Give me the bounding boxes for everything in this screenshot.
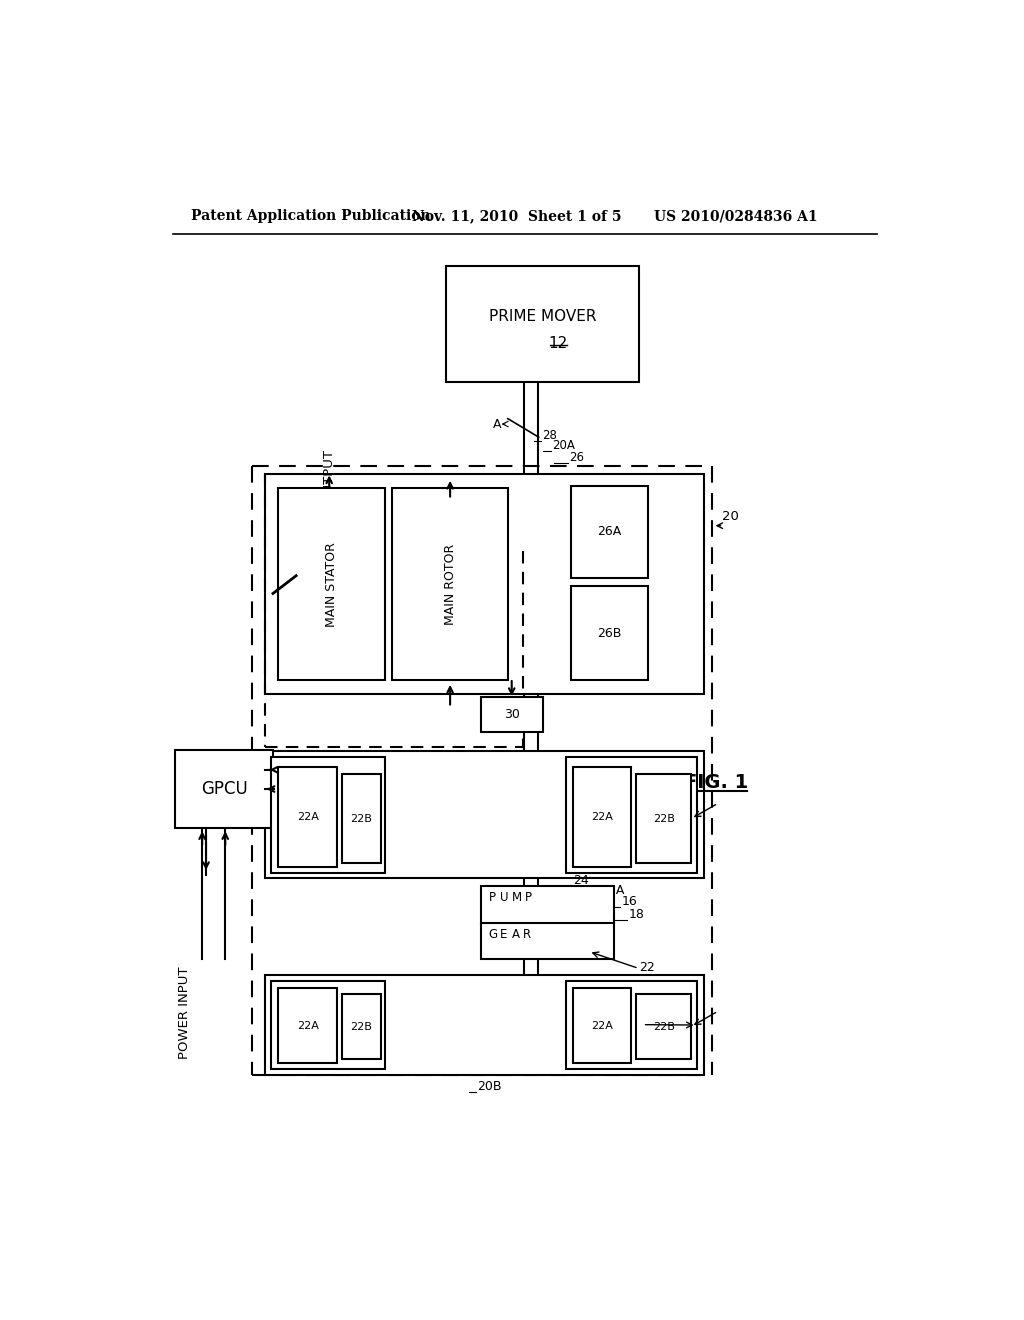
Text: 24: 24 — [573, 874, 589, 887]
Text: 14: 14 — [639, 1011, 654, 1024]
Text: 16: 16 — [622, 895, 638, 908]
Text: 26A: 26A — [597, 525, 622, 539]
Bar — [265, 974, 705, 1074]
Text: OUTPUT: OUTPUT — [323, 449, 336, 503]
Text: 22B: 22B — [350, 813, 373, 824]
Bar — [270, 981, 385, 1069]
Text: 22A: 22A — [297, 812, 318, 822]
Bar — [279, 488, 385, 681]
Bar — [279, 767, 337, 867]
Text: A: A — [494, 417, 502, 430]
Text: A: A — [512, 928, 520, 941]
Bar — [342, 994, 381, 1059]
Bar — [175, 750, 273, 829]
Bar — [481, 697, 543, 733]
Bar — [637, 775, 691, 863]
Text: 20B: 20B — [477, 1080, 502, 1093]
Text: E: E — [500, 928, 508, 941]
Text: M: M — [512, 891, 522, 904]
Bar — [446, 267, 639, 381]
Text: G: G — [488, 928, 498, 941]
Text: P: P — [488, 891, 496, 904]
Text: 22: 22 — [639, 961, 654, 974]
Text: 28: 28 — [543, 429, 557, 442]
Text: MAIN STATOR: MAIN STATOR — [325, 541, 338, 627]
Text: 30: 30 — [504, 709, 519, 721]
Text: 18: 18 — [629, 908, 645, 921]
Text: P: P — [524, 891, 531, 904]
Text: R: R — [523, 928, 531, 941]
Text: PRIME MOVER: PRIME MOVER — [488, 309, 596, 323]
Text: GPCU: GPCU — [201, 780, 248, 799]
Text: 10: 10 — [300, 562, 316, 576]
Text: 22A: 22A — [297, 1020, 318, 1031]
Text: Nov. 11, 2010  Sheet 1 of 5: Nov. 11, 2010 Sheet 1 of 5 — [412, 209, 622, 223]
Bar — [270, 758, 385, 873]
Bar — [565, 758, 696, 873]
Text: 22B: 22B — [653, 1022, 675, 1031]
Bar — [637, 994, 691, 1059]
Text: U: U — [500, 891, 509, 904]
Bar — [571, 486, 648, 578]
Text: US 2010/0284836 A1: US 2010/0284836 A1 — [654, 209, 818, 223]
Text: 20: 20 — [722, 511, 738, 523]
Text: 22B: 22B — [653, 813, 675, 824]
Text: 26: 26 — [569, 451, 585, 465]
Bar — [573, 767, 631, 867]
Text: MAIN ROTOR: MAIN ROTOR — [443, 544, 457, 624]
Text: 26B: 26B — [597, 627, 622, 640]
Text: 20A: 20A — [553, 440, 575, 453]
Bar — [571, 586, 648, 681]
Text: 22A: 22A — [591, 812, 613, 822]
Bar — [265, 751, 705, 878]
Bar — [279, 989, 337, 1063]
Text: FIG. 1: FIG. 1 — [684, 772, 748, 792]
Text: 20A: 20A — [600, 884, 625, 896]
Text: 22A: 22A — [591, 1020, 613, 1031]
Bar — [565, 981, 696, 1069]
Text: 12: 12 — [548, 335, 567, 351]
Text: 22B: 22B — [350, 1022, 373, 1031]
Bar — [392, 488, 508, 681]
Bar — [573, 989, 631, 1063]
Bar — [481, 886, 614, 960]
Text: Patent Application Publication: Patent Application Publication — [190, 209, 430, 223]
Text: POWER INPUT: POWER INPUT — [178, 966, 190, 1060]
Bar — [342, 775, 381, 863]
Bar — [265, 474, 705, 693]
